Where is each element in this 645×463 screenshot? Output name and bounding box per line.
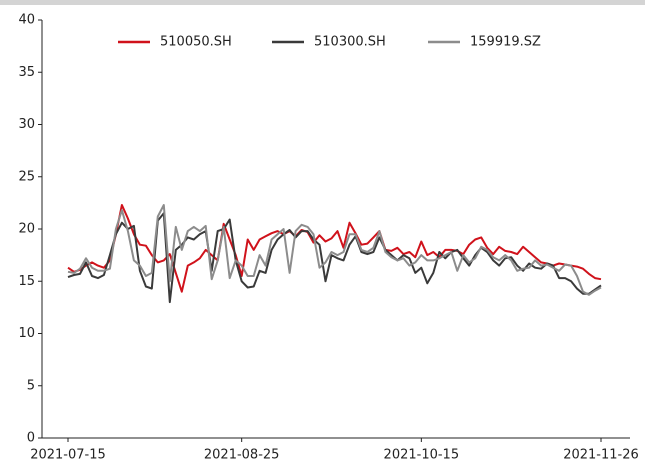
x-tick-label: 2021-07-15 (30, 448, 106, 463)
x-tick-label: 2021-08-25 (204, 448, 280, 463)
x-tick-label: 2021-11-26 (563, 448, 639, 463)
y-tick-label: 0 (27, 431, 35, 446)
y-tick-label: 5 (27, 378, 35, 393)
series-line (67, 212, 602, 304)
y-tick-label: 40 (18, 13, 35, 28)
y-tick-label: 10 (18, 326, 35, 341)
y-tick-label: 35 (18, 65, 35, 80)
y-tick-label: 30 (18, 117, 35, 132)
x-tick-label: 2021-10-15 (384, 448, 460, 463)
series-line (67, 204, 602, 296)
series-line (67, 204, 602, 293)
y-tick-label: 15 (18, 274, 35, 289)
legend-label: 510300.SH (314, 35, 386, 50)
window-bar (0, 0, 645, 5)
y-tick-label: 20 (18, 222, 35, 237)
legend-label: 510050.SH (160, 35, 232, 50)
legend-label: 159919.SZ (470, 35, 541, 50)
y-tick-label: 25 (18, 169, 35, 184)
